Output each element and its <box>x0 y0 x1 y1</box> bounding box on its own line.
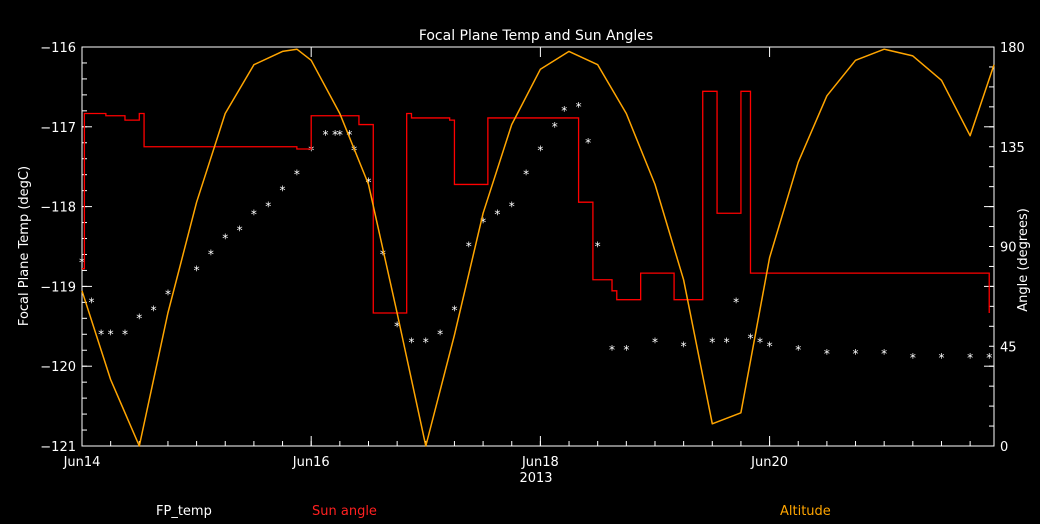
altitude-line <box>81 48 995 447</box>
fp-temp-point: * <box>494 208 500 222</box>
fp-temp-point: * <box>733 295 739 309</box>
fp-temp-point: * <box>757 335 763 349</box>
y-left-tick-label: −119 <box>40 280 76 295</box>
series-altitude <box>81 48 995 447</box>
series-layer: * * * * * * * * * * * * * * * * * * * * * * * * * * * * * * * * * * * * * * * *… <box>79 48 995 447</box>
x-tick-label: Jun14 <box>63 455 101 470</box>
fp-temp-point: * <box>537 144 543 158</box>
series-sun-angle <box>82 90 990 314</box>
fp-temp-point: * <box>337 128 343 142</box>
fp-temp-point: * <box>747 331 753 345</box>
fp-temp-point: * <box>380 247 386 261</box>
fp-temp-point: * <box>652 335 658 349</box>
fp-temp-point: * <box>938 351 944 365</box>
y-left-tick-label: −117 <box>40 121 76 136</box>
fp-temp-point: * <box>881 347 887 361</box>
y-axis-right-label: Angle (degrees) <box>1016 208 1031 312</box>
fp-temp-point: * <box>480 216 486 230</box>
fp-temp-point: * <box>466 240 472 254</box>
fp-temp-point: * <box>423 335 429 349</box>
fp-temp-point: * <box>265 200 271 214</box>
y-left-tick-label: −116 <box>40 41 76 56</box>
fp-temp-point: * <box>509 200 515 214</box>
y-right-tick-label: 135 <box>1000 141 1025 156</box>
fp-temp-point: * <box>89 295 95 309</box>
fp-temp-point: * <box>394 319 400 333</box>
fp-temp-point: * <box>561 104 567 118</box>
fp-temp-point: * <box>595 240 601 254</box>
fp-temp-point: * <box>795 343 801 357</box>
fp-temp-point: * <box>251 208 257 222</box>
y-axis-right: 180 135 90 45 0 <box>989 41 1025 455</box>
fp-temp-point: * <box>346 128 352 142</box>
fp-temp-point: * <box>308 144 314 158</box>
fp-temp-point: * <box>122 327 128 341</box>
fp-temp-point: * <box>237 224 243 238</box>
y-right-tick-label: 45 <box>1000 340 1017 355</box>
fp-temp-point: * <box>681 339 687 353</box>
fp-temp-point: * <box>280 184 286 198</box>
y-axis-left: −116 −117 −118 −119 −120 −121 <box>40 41 994 455</box>
y-right-tick-label: 0 <box>1000 440 1008 455</box>
fp-temp-point: * <box>609 343 615 357</box>
y-left-tick-label: −118 <box>40 201 76 216</box>
fp-temp-point: * <box>136 311 142 325</box>
fp-temp-point: * <box>910 351 916 365</box>
fp-temp-point: * <box>967 351 973 365</box>
x-tick-label: Jun18 <box>521 455 559 470</box>
legend-sun-angle: Sun angle <box>312 504 377 519</box>
fp-temp-point: * <box>523 168 529 182</box>
fp-temp-point: * <box>332 128 338 142</box>
fp-temp-point: * <box>576 100 582 114</box>
fp-temp-point: * <box>208 247 214 261</box>
fp-temp-point: * <box>767 339 773 353</box>
sun-angle-line <box>82 90 990 314</box>
fp-temp-point: * <box>709 335 715 349</box>
chart-title: Focal Plane Temp and Sun Angles <box>419 28 653 44</box>
fp-temp-point: * <box>165 287 171 301</box>
fp-temp-point: * <box>294 168 300 182</box>
y-right-tick-label: 180 <box>1000 41 1025 56</box>
y-right-tick-label: 90 <box>1000 241 1017 256</box>
fp-temp-point: * <box>408 335 414 349</box>
series-fp-temp: * * * * * * * * * * * * * * * * * * * * * * * * * * * * * * * * * * * * * * * *… <box>79 100 992 365</box>
fp-temp-point: * <box>151 303 157 317</box>
fp-temp-point: * <box>451 303 457 317</box>
fp-temp-point: * <box>323 128 329 142</box>
fp-temp-point: * <box>824 347 830 361</box>
x-tick-label: Jun16 <box>292 455 330 470</box>
fp-temp-point: * <box>98 327 104 341</box>
fp-temp-point: * <box>853 347 859 361</box>
fp-temp-point: * <box>623 343 629 357</box>
y-left-tick-label: −121 <box>40 440 76 455</box>
fp-temp-point: * <box>79 255 85 269</box>
fp-temp-point: * <box>552 120 558 134</box>
x-axis-label: 2013 <box>519 471 552 486</box>
fp-temp-point: * <box>986 351 992 365</box>
x-tick-label: Jun20 <box>750 455 788 470</box>
fp-temp-point: * <box>585 136 591 150</box>
fp-temp-point: * <box>437 327 443 341</box>
y-axis-left-label: Focal Plane Temp (degC) <box>17 166 32 326</box>
y-left-tick-label: −120 <box>40 360 76 375</box>
legend-fp-temp: FP_temp <box>156 504 212 519</box>
fp-temp-point: * <box>222 232 228 246</box>
fp-temp-point: * <box>194 263 200 277</box>
fp-temp-point: * <box>724 335 730 349</box>
fp-temp-point: * <box>108 327 114 341</box>
legend-altitude: Altitude <box>780 504 831 519</box>
x-axis: Jun14 Jun16 Jun18 Jun20 <box>63 47 971 470</box>
